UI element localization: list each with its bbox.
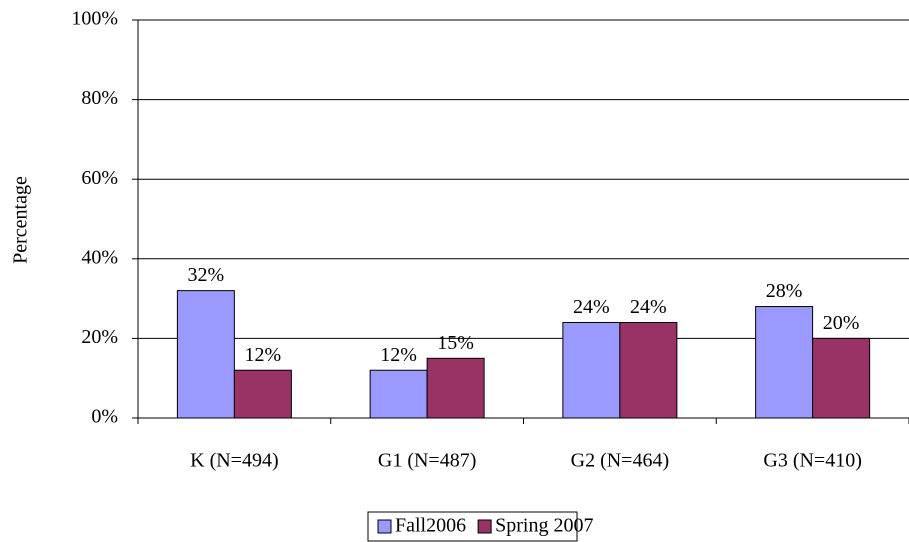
bar [812, 337, 871, 419]
y-tick-label: 80% [81, 87, 118, 109]
bar [233, 369, 292, 419]
y-tick-label: 0% [91, 406, 118, 428]
value-label: 12% [245, 344, 282, 366]
y-axis-label: Percentage [10, 176, 32, 264]
x-tick-label: K (N=494) [190, 450, 279, 472]
legend-swatch [377, 519, 392, 534]
x-tick-label: G2 (N=464) [571, 450, 670, 472]
value-label: 20% [823, 312, 860, 334]
x-tick-label: G3 (N=410) [763, 450, 862, 472]
bar [619, 321, 678, 419]
value-label: 28% [766, 280, 803, 302]
bar [426, 357, 485, 419]
value-label: 15% [437, 332, 474, 354]
legend [367, 511, 578, 542]
legend-swatch [477, 519, 492, 534]
bar [562, 321, 621, 419]
y-tick-label: 40% [81, 246, 118, 268]
value-label: 24% [573, 296, 610, 318]
value-label: 32% [188, 264, 225, 286]
bar [176, 290, 235, 419]
value-label: 12% [380, 344, 417, 366]
legend-label: Spring 2007 [495, 515, 593, 537]
value-label: 24% [630, 296, 667, 318]
y-tick-label: 20% [81, 326, 118, 348]
x-tick-label: G1 (N=487) [378, 450, 477, 472]
y-tick-label: 100% [71, 8, 118, 30]
y-tick-label: 60% [81, 167, 118, 189]
legend-label: Fall2006 [395, 515, 466, 537]
bar [369, 369, 428, 419]
bar [755, 306, 814, 419]
